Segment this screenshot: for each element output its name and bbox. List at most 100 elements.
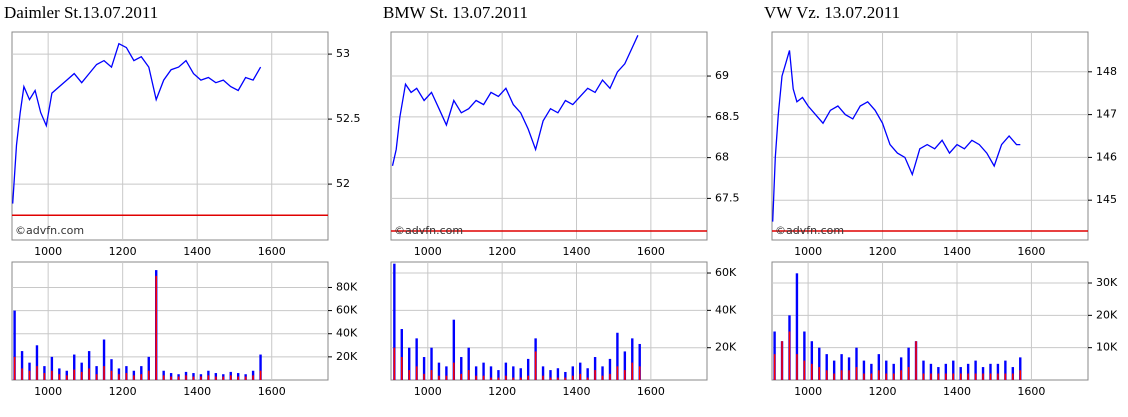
volume-bar (88, 368, 90, 380)
volume-bar (80, 371, 83, 380)
volume-bar (631, 338, 634, 380)
x-tick-label: 1400 (563, 245, 591, 258)
volume-bar (781, 341, 783, 380)
volume-bar (594, 370, 596, 380)
volume-bar (125, 373, 128, 380)
volume-bar (467, 370, 470, 380)
volume-bar (489, 366, 493, 380)
volume-bar (922, 373, 925, 380)
volume-bar (616, 332, 619, 380)
volume-bar (631, 362, 634, 380)
volume-bar (609, 373, 611, 380)
volume-bar (1019, 357, 1022, 380)
volume-bar (989, 363, 992, 380)
volume-bar (818, 367, 821, 380)
y-tick-label: 40K (715, 303, 737, 316)
x-tick-label: 1400 (563, 385, 591, 398)
volume-bar (579, 373, 582, 380)
volume-bar (811, 363, 813, 380)
volume-bar (21, 368, 23, 380)
volume-bar (593, 357, 597, 380)
x-tick-label: 1000 (794, 245, 822, 258)
volume-bar (616, 366, 619, 380)
volume-bar (833, 373, 835, 380)
volume-bar (586, 368, 589, 380)
x-tick-label: 1200 (109, 385, 137, 398)
volume-bar (259, 370, 262, 380)
volume-bar (997, 373, 999, 380)
volume-bar (110, 370, 113, 380)
y-tick-label: 53 (336, 47, 350, 60)
volume-bar (497, 370, 500, 380)
volume-bar (438, 375, 440, 380)
x-tick-label: 1600 (258, 245, 286, 258)
volume-bar (579, 362, 582, 380)
volume-bar (847, 357, 851, 380)
volume-bar (452, 319, 456, 380)
volume-bar (422, 357, 426, 380)
x-tick-label: 1400 (183, 245, 211, 258)
x-tick-label: 1400 (183, 385, 211, 398)
volume-bar (445, 375, 448, 380)
plot-area (11, 31, 329, 241)
volume-bar (870, 373, 873, 380)
volume-bar (945, 373, 947, 380)
volume-bar (564, 377, 567, 380)
volume-bar (155, 275, 158, 380)
y-tick-label: 68 (715, 151, 729, 164)
volume-bar (989, 373, 992, 380)
volume-bar (103, 366, 105, 380)
volume-bar (796, 354, 798, 380)
x-tick-label: 1000 (34, 385, 62, 398)
volume-bar (170, 376, 172, 380)
x-tick-label: 1000 (414, 245, 442, 258)
volume-bar (855, 347, 858, 380)
price-line (772, 50, 1021, 222)
volume-bar (95, 366, 98, 380)
volume-bar (147, 356, 150, 380)
volume-bar (773, 354, 776, 380)
volume-bar (504, 362, 508, 380)
x-tick-label: 1200 (869, 245, 897, 258)
volume-bar (474, 366, 478, 380)
watermark: ©advfn.com (775, 224, 844, 237)
volume-bar (601, 366, 604, 380)
volume-bar (512, 377, 515, 380)
volume-bar (930, 373, 932, 380)
volume-bar (437, 362, 441, 380)
volume-bar (393, 347, 396, 380)
x-tick-label: 1000 (414, 385, 442, 398)
volume-bar (490, 377, 492, 380)
volume-bar (818, 347, 821, 380)
volume-bar (519, 368, 522, 380)
y-tick-label: 80K (336, 280, 358, 293)
x-tick-label: 1000 (794, 385, 822, 398)
x-tick-label: 1400 (943, 245, 971, 258)
x-tick-label: 1200 (869, 385, 897, 398)
volume-bar (118, 374, 120, 380)
x-tick-label: 1600 (258, 385, 286, 398)
plot-area (390, 31, 708, 241)
volume-bar (453, 362, 455, 380)
volume-bar (878, 370, 880, 380)
y-tick-label: 20K (1096, 308, 1118, 321)
x-tick-label: 1600 (637, 245, 665, 258)
chart-title: Daimler St.13.07.2011 (4, 3, 158, 22)
plot-area (771, 261, 1089, 381)
volume-bar (200, 376, 202, 380)
volume-bar (58, 374, 61, 380)
y-tick-label: 68.5 (715, 110, 740, 123)
volume-bar (795, 273, 799, 380)
volume-bar (952, 373, 955, 380)
y-tick-label: 148 (1096, 65, 1117, 78)
volume-bar (1004, 373, 1007, 380)
volume-bar (73, 369, 76, 380)
volume-bar (534, 351, 537, 380)
volume-bar (482, 362, 485, 380)
x-tick-label: 1200 (488, 385, 516, 398)
volume-bar (423, 373, 425, 380)
volume-bar (512, 366, 515, 380)
volume-bar (519, 377, 522, 380)
x-tick-label: 1600 (1017, 245, 1045, 258)
volume-bar (207, 375, 210, 380)
